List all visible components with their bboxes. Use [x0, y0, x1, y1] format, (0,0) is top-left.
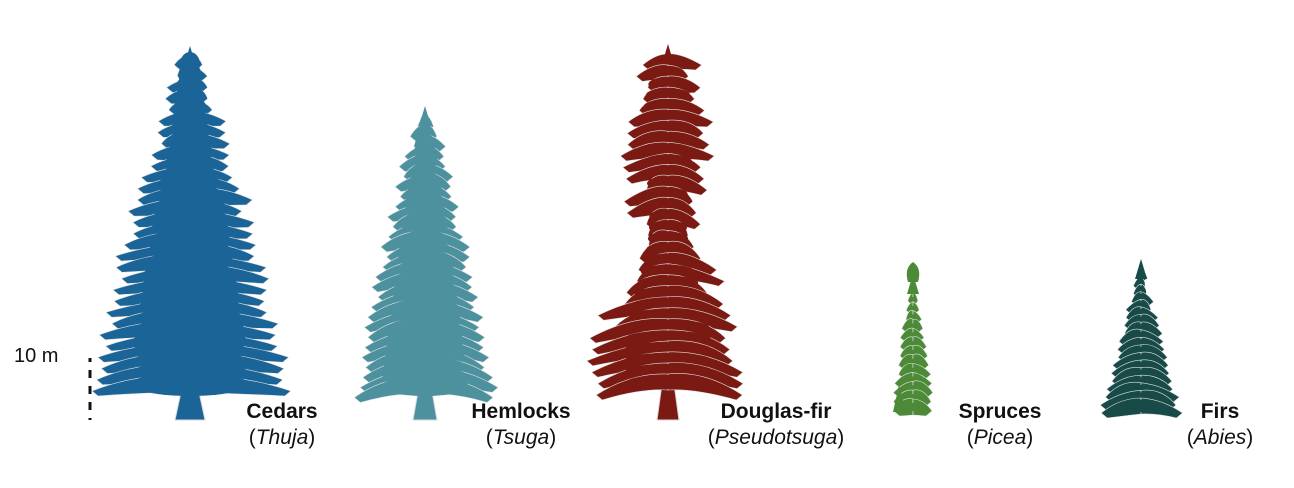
douglas-fir-common-name: Douglas-fir [720, 400, 832, 423]
fir-label: Firs (Abies) [1170, 399, 1270, 451]
hemlock-label: Hemlocks (Tsuga) [455, 399, 587, 451]
cedar-tree-icon [91, 46, 292, 421]
cedar-common-name: Cedars [246, 400, 318, 423]
fir-tree-icon [1099, 259, 1184, 419]
cedar-label: Cedars (Thuja) [236, 399, 328, 451]
douglas-fir-label: Douglas-fir (Pseudotsuga) [686, 399, 866, 451]
douglas-fir-genus-name: (Pseudotsuga) [707, 426, 845, 449]
scale-label: 10 m [14, 345, 59, 367]
fir-genus-name: (Abies) [1186, 426, 1254, 449]
scale-bar [88, 358, 93, 420]
spruce-tree-icon [892, 262, 934, 417]
hemlock-tree-icon [353, 106, 499, 421]
cedar-genus-name: (Thuja) [248, 426, 316, 449]
hemlock-genus-name: (Tsuga) [485, 426, 557, 449]
spruce-common-name: Spruces [958, 400, 1042, 423]
hemlock-common-name: Hemlocks [471, 400, 571, 423]
fir-common-name: Firs [1200, 400, 1240, 423]
spruce-label: Spruces (Picea) [942, 399, 1058, 451]
douglas-fir-tree-icon [586, 44, 744, 421]
spruce-genus-name: (Picea) [966, 426, 1034, 449]
